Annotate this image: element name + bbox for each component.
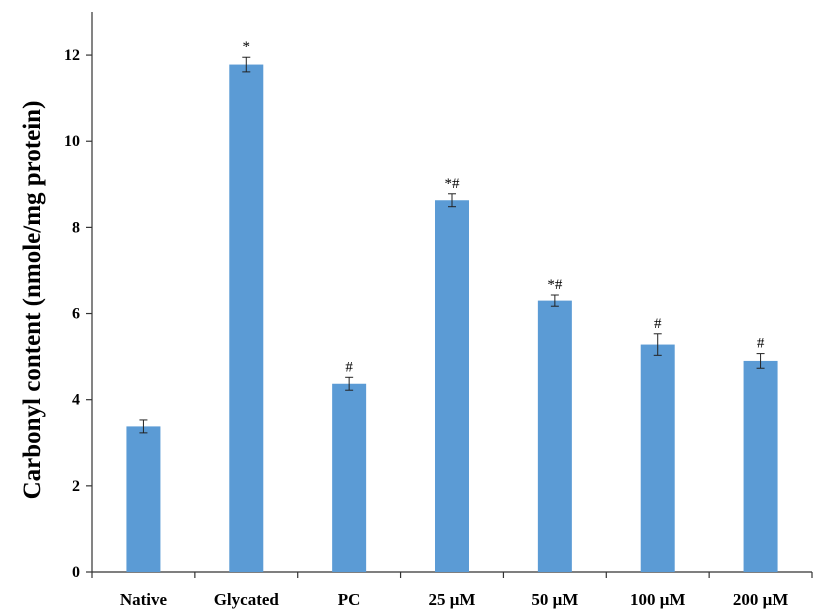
y-tick-label: 12 xyxy=(64,47,80,64)
significance-label: *# xyxy=(547,277,563,293)
x-tick-label: PC xyxy=(338,590,361,609)
x-tick-label: 100 μM xyxy=(630,590,685,609)
y-tick-label: 8 xyxy=(72,219,80,236)
bar xyxy=(126,426,161,572)
significance-label: # xyxy=(757,336,765,352)
x-tick-label: Glycated xyxy=(214,590,280,609)
y-tick-label: 6 xyxy=(72,306,80,323)
y-tick-label: 2 xyxy=(72,478,80,495)
bar xyxy=(332,383,367,572)
x-tick-label: 25 μM xyxy=(429,590,476,609)
bar xyxy=(537,300,572,572)
tick-labels: 0 2 4 6 8 10 12 Native * Glycated # PC *# 25 μM *# 50 μ… xyxy=(64,39,788,609)
x-tick-label: 200 μM xyxy=(733,590,788,609)
bar xyxy=(640,344,675,572)
significance-label: * xyxy=(243,39,251,55)
significance-label: # xyxy=(345,359,353,375)
y-tick-label: 4 xyxy=(72,392,80,409)
y-tick-label: 10 xyxy=(64,133,80,150)
bar xyxy=(743,360,778,572)
bar xyxy=(435,200,469,572)
bar xyxy=(229,64,264,573)
bars xyxy=(126,56,778,573)
y-axis-label: Carbonyl content (nmole/mg protein) xyxy=(19,101,46,500)
significance-label: # xyxy=(654,316,662,332)
x-tick-label: 50 μM xyxy=(531,590,578,609)
axes xyxy=(86,12,813,578)
y-tick-label: 0 xyxy=(72,564,80,581)
significance-label: *# xyxy=(445,176,461,192)
x-tick-label: Native xyxy=(120,590,168,609)
